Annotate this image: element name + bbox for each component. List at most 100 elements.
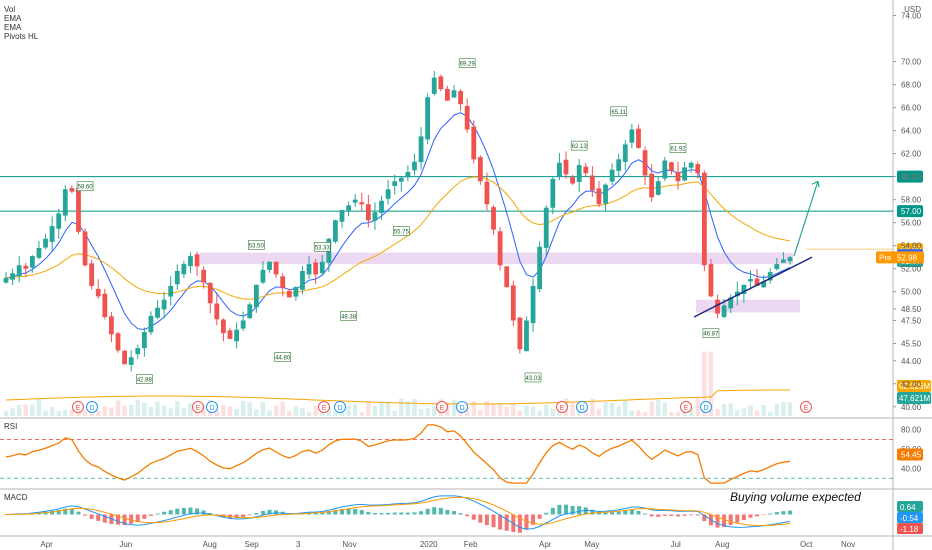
candle-body	[682, 167, 687, 181]
volume-bar	[3, 411, 9, 416]
y-tick-label: 68.00	[901, 81, 922, 90]
volume-bar	[221, 405, 226, 416]
macd-histogram-bar	[498, 514, 503, 530]
earnings-marker	[318, 401, 330, 413]
candle-body	[280, 276, 286, 289]
event-letter: E	[804, 405, 809, 412]
macd-histogram-bar	[676, 514, 680, 517]
y-tick-label: 54.00	[901, 242, 922, 251]
rsi-line	[5, 424, 791, 484]
candle-body	[636, 128, 641, 148]
candle-body	[464, 105, 470, 130]
volume-bar	[227, 406, 233, 416]
volume-bar	[471, 400, 476, 416]
earnings-marker	[192, 401, 204, 413]
candle-body	[781, 259, 786, 263]
y-tick-label: 66.00	[901, 104, 922, 113]
macd-histogram-bar	[636, 510, 641, 515]
pivot-label: 53.50	[249, 243, 265, 249]
volume-bar	[63, 409, 68, 416]
volume-bar	[761, 405, 766, 416]
y-tick-label: 52.00	[901, 265, 922, 274]
volume-bar	[168, 408, 173, 416]
volume-bar	[491, 403, 496, 416]
macd-histogram-bar	[181, 507, 186, 515]
indicator-name: Pivots HL	[4, 32, 39, 41]
x-tick-label: 3	[296, 540, 301, 549]
volume-bar	[669, 411, 674, 416]
x-tick-label: Nov	[841, 540, 855, 549]
event-letter: D	[337, 405, 342, 412]
volume-average-line	[5, 389, 790, 405]
annotation-text: Buying volume expected	[730, 490, 861, 504]
volume-bar	[392, 410, 397, 416]
macd-histogram-bar	[577, 506, 582, 515]
candle-body	[524, 320, 529, 352]
macd-histogram-bar	[76, 511, 81, 515]
volume-bar	[175, 401, 180, 416]
candle-body	[115, 333, 121, 351]
candle-body	[10, 273, 15, 280]
volume-bar	[43, 410, 48, 416]
macd-histogram-bar	[135, 514, 140, 522]
volume-bar	[418, 408, 424, 416]
candle-body	[477, 157, 483, 182]
pivot-box	[136, 374, 153, 384]
candle-body	[188, 256, 193, 267]
volume-bar	[656, 399, 661, 416]
pivot-label: 48.38	[341, 314, 357, 320]
pivot-box	[274, 352, 292, 362]
candle-body	[471, 126, 477, 160]
macd-value-tag	[897, 501, 923, 512]
indicator-name: EMA	[4, 23, 22, 32]
candle-body	[293, 287, 299, 297]
pivot-box	[669, 143, 687, 153]
candle-body	[728, 297, 734, 309]
macd-histogram-bar	[4, 514, 8, 515]
y-tick-label: 70.00	[901, 58, 922, 67]
time-axis[interactable]: Apr Jun Aug Sep 3 Nov 2020 Feb Apr May Jul Aug Oct No…	[40, 540, 855, 549]
pivot-label: 65.11	[611, 110, 626, 116]
macd-histogram-bar	[728, 514, 733, 526]
volume-bar	[188, 403, 193, 416]
macd-histogram-bar	[89, 514, 94, 519]
candle-body	[675, 171, 681, 182]
price-axis[interactable]: 40.00 42.00 44.00 45.50 47.50 48.50 50.00 52.00…	[893, 12, 922, 412]
macd-histogram-bar	[596, 512, 601, 515]
volume-bar	[287, 411, 292, 416]
macd-histogram-bar	[392, 512, 397, 515]
macd-histogram-bar	[83, 514, 88, 516]
macd-histogram-bar	[682, 514, 687, 516]
pivot-label: 46.87	[703, 332, 719, 338]
candle-body	[708, 264, 714, 297]
macd-histogram-bar	[768, 513, 773, 515]
candle-body	[306, 264, 312, 275]
volume-tag	[897, 380, 931, 392]
event-letter: E	[684, 405, 689, 412]
candle-body	[491, 207, 496, 230]
macd-histogram-bar	[69, 508, 74, 515]
volume-bar	[774, 404, 780, 416]
candle-body	[398, 177, 404, 182]
event-letter: D	[703, 405, 708, 412]
volume-bar	[122, 405, 127, 416]
volume-bar	[254, 409, 259, 416]
candle-body	[128, 357, 134, 365]
candle-body	[240, 320, 246, 329]
macd-histogram-bar	[774, 512, 779, 515]
candle-body	[29, 256, 35, 268]
macd-histogram-bar	[564, 504, 568, 515]
user-drawings	[693, 180, 893, 318]
volume-bar	[155, 401, 160, 416]
candle-body	[214, 303, 220, 320]
pivot-label: 53.33	[315, 245, 331, 251]
macd-histogram-bar	[366, 512, 371, 515]
volume-bar	[787, 402, 793, 416]
indicator-name: EMA	[4, 14, 22, 23]
macd-histogram-bar	[748, 514, 753, 518]
macd-histogram-bar	[419, 511, 424, 515]
candle-body	[43, 238, 48, 248]
volume-bar	[609, 403, 615, 416]
candle-body	[286, 290, 292, 298]
